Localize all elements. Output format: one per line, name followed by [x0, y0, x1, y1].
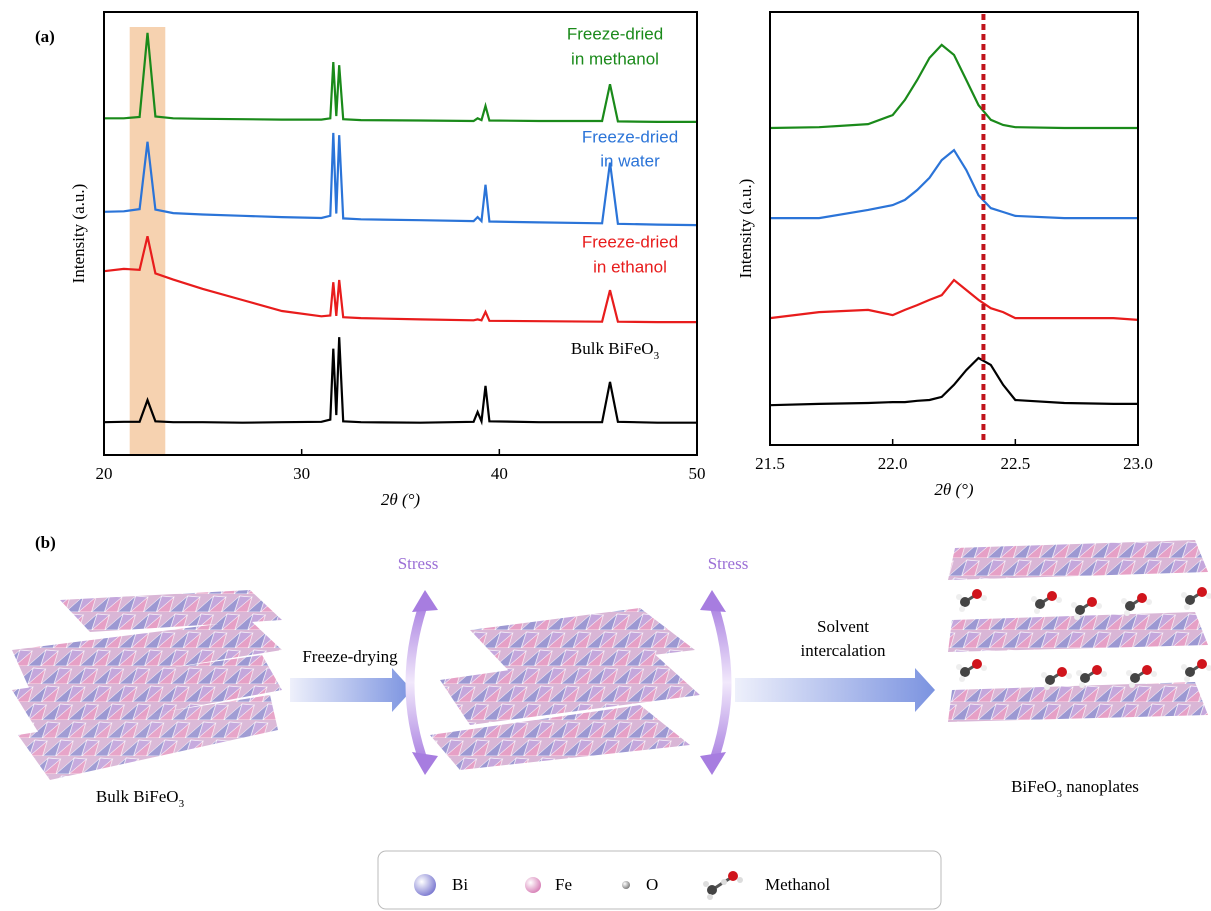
atom [1146, 599, 1152, 605]
series-label: Freeze-dried [582, 232, 678, 251]
series-label: Bulk BiFeO3 [571, 339, 660, 362]
atom [1074, 614, 1080, 620]
atom [1121, 598, 1127, 604]
atom [1137, 593, 1147, 603]
atom [1126, 670, 1132, 676]
series-label: Freeze-dried [582, 127, 678, 146]
x-tick-label: 22.0 [878, 454, 908, 473]
legend-icon [622, 881, 630, 889]
label-sub: 3 [654, 350, 660, 362]
atom [981, 595, 987, 601]
atom [1206, 593, 1211, 599]
atom [1151, 671, 1157, 677]
atom [1066, 673, 1072, 679]
y-axis-label: Intensity (a.u.) [69, 184, 88, 284]
atom [1184, 676, 1190, 682]
arrow [290, 668, 412, 712]
x-tick-label: 22.5 [1000, 454, 1030, 473]
x-tick-label: 21.5 [755, 454, 785, 473]
series-line [770, 280, 1138, 320]
atom [1041, 672, 1047, 678]
atom [1057, 667, 1067, 677]
legend-icon [414, 874, 436, 896]
stress-arrow [712, 600, 727, 765]
figure: (b) Bulk BiFeO3 Freeze-drying Stress Str… [0, 0, 1211, 911]
x-axis-label: 2θ (°) [934, 480, 974, 499]
series-line [104, 33, 697, 122]
stress-arrow [410, 600, 425, 765]
atom [1031, 596, 1037, 602]
x-axis-label: 2θ (°) [381, 490, 421, 509]
step-label: Freeze-drying [302, 647, 398, 666]
atom [959, 676, 965, 682]
step-label: Solvent [817, 617, 869, 636]
atom [1056, 597, 1062, 603]
atom [1197, 587, 1207, 597]
x-tick-label: 20 [96, 464, 113, 483]
x-tick-label: 23.0 [1123, 454, 1153, 473]
atom [1044, 684, 1050, 690]
caption: Bulk BiFeO3 [96, 787, 185, 810]
exfoliated-crystal [430, 608, 700, 770]
series-line [770, 358, 1138, 405]
stress-label: Stress [398, 554, 439, 573]
caption: BiFeO3 nanoplates [1011, 777, 1139, 800]
atom [956, 594, 962, 600]
atom [1071, 602, 1077, 608]
atom [1197, 659, 1207, 669]
bulk-crystal [12, 590, 282, 780]
atom [1124, 610, 1130, 616]
series-label: in water [600, 151, 660, 170]
atom [972, 659, 982, 669]
step-label: intercalation [801, 641, 886, 660]
atom [1129, 682, 1135, 688]
series-line [770, 45, 1138, 128]
atom [1079, 682, 1085, 688]
atom [1184, 604, 1190, 610]
atom [1101, 671, 1107, 677]
atom [1092, 665, 1102, 675]
nanoplates [948, 540, 1208, 722]
atom [1034, 608, 1040, 614]
atom [1181, 592, 1187, 598]
panel-label: (b) [35, 533, 56, 552]
y-axis-label: Intensity (a.u.) [736, 179, 755, 279]
series-label: Freeze-dried [567, 24, 663, 43]
atom [972, 589, 982, 599]
series-label: in ethanol [593, 257, 667, 276]
label-text: Bulk BiFeO [571, 339, 654, 358]
series-line [770, 150, 1138, 218]
atom [981, 665, 987, 671]
arrow [735, 668, 935, 712]
atom [1087, 597, 1097, 607]
legend-label: Methanol [765, 875, 830, 894]
legend-icon [525, 877, 541, 893]
atom [956, 664, 962, 670]
diagram: (b) Bulk BiFeO3 Freeze-drying Stress Str… [12, 533, 1211, 909]
atom [1047, 591, 1057, 601]
stress-label: Stress [708, 554, 749, 573]
legend-label: O [646, 875, 658, 894]
legend-label: Bi [452, 875, 468, 894]
atom [1181, 664, 1187, 670]
atom [1142, 665, 1152, 675]
atom [1206, 665, 1211, 671]
atom [959, 606, 965, 612]
atom [1096, 603, 1102, 609]
series-label: in methanol [571, 49, 659, 68]
x-tick-label: 40 [491, 464, 508, 483]
series-line [104, 133, 697, 225]
x-tick-label: 30 [293, 464, 310, 483]
panel-label: (a) [35, 27, 55, 46]
legend-label: Fe [555, 875, 572, 894]
x-tick-label: 50 [689, 464, 706, 483]
plot-frame [770, 12, 1138, 445]
atom [1076, 670, 1082, 676]
